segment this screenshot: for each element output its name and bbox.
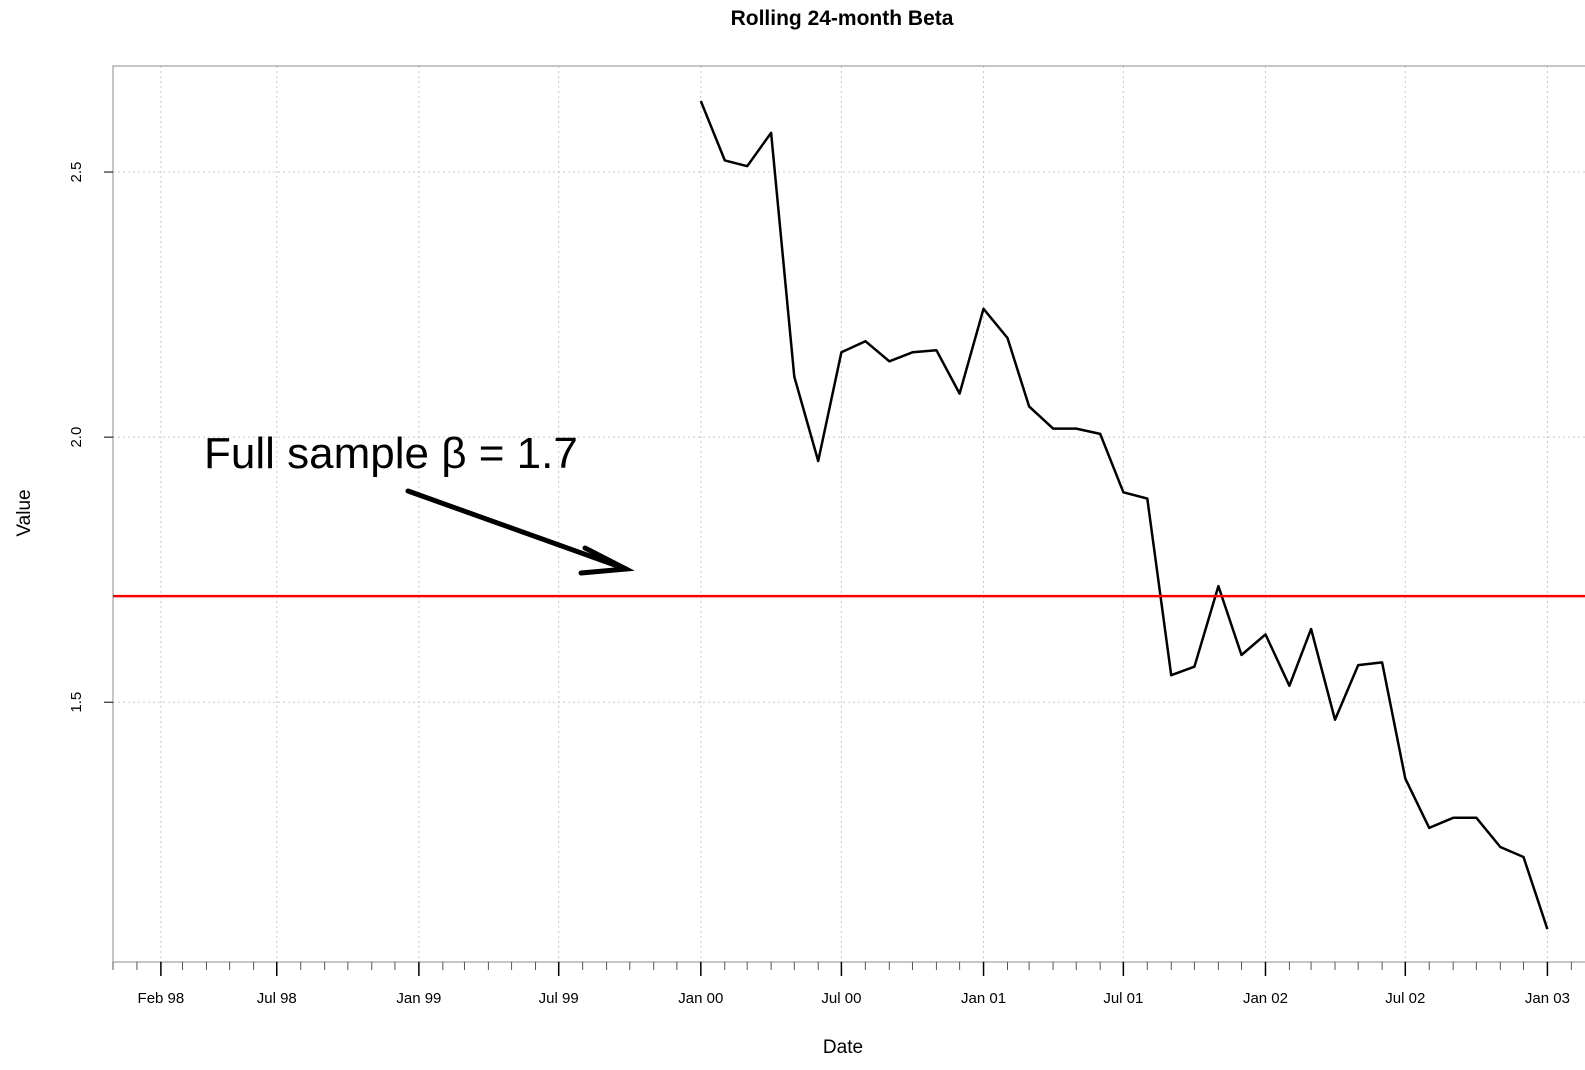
x-tick-label: Jan 99 bbox=[396, 990, 441, 1007]
chart-title: Rolling 24-month Beta bbox=[731, 7, 954, 30]
x-tick-label: Jan 02 bbox=[1243, 990, 1288, 1007]
x-tick-label: Jan 00 bbox=[678, 990, 723, 1007]
y-axis: 1.5 2.0 2.5 bbox=[68, 162, 113, 713]
x-tick-label: Jul 01 bbox=[1103, 990, 1143, 1007]
y-tick-label: 1.5 bbox=[68, 692, 85, 713]
x-axis-label: Date bbox=[823, 1037, 863, 1058]
x-tick-label: Jan 01 bbox=[961, 990, 1006, 1007]
x-axis: Feb 98 Jul 98 Jan 99 Jul 99 Jan 00 Jul 00 Jan … bbox=[112, 962, 1572, 1007]
y-axis-label: Value bbox=[14, 489, 35, 536]
beta-series-line bbox=[699, 100, 1549, 930]
y-tick-label: 2.0 bbox=[68, 427, 85, 448]
y-tick-label: 2.5 bbox=[68, 162, 85, 183]
x-tick-label: Jul 98 bbox=[257, 990, 297, 1007]
x-tick-label: Jul 99 bbox=[539, 990, 579, 1007]
series bbox=[699, 100, 1549, 930]
grid bbox=[113, 66, 1585, 962]
plot-frame bbox=[112, 65, 1585, 963]
annotation-arrow bbox=[405, 488, 635, 576]
x-tick-label: Jan 03 bbox=[1525, 990, 1570, 1007]
annotation-text: Full sample β = 1.7 bbox=[204, 429, 578, 478]
x-tick-label: Feb 98 bbox=[138, 990, 185, 1007]
x-tick-label: Jul 02 bbox=[1385, 990, 1425, 1007]
x-tick-label: Jul 00 bbox=[821, 990, 861, 1007]
